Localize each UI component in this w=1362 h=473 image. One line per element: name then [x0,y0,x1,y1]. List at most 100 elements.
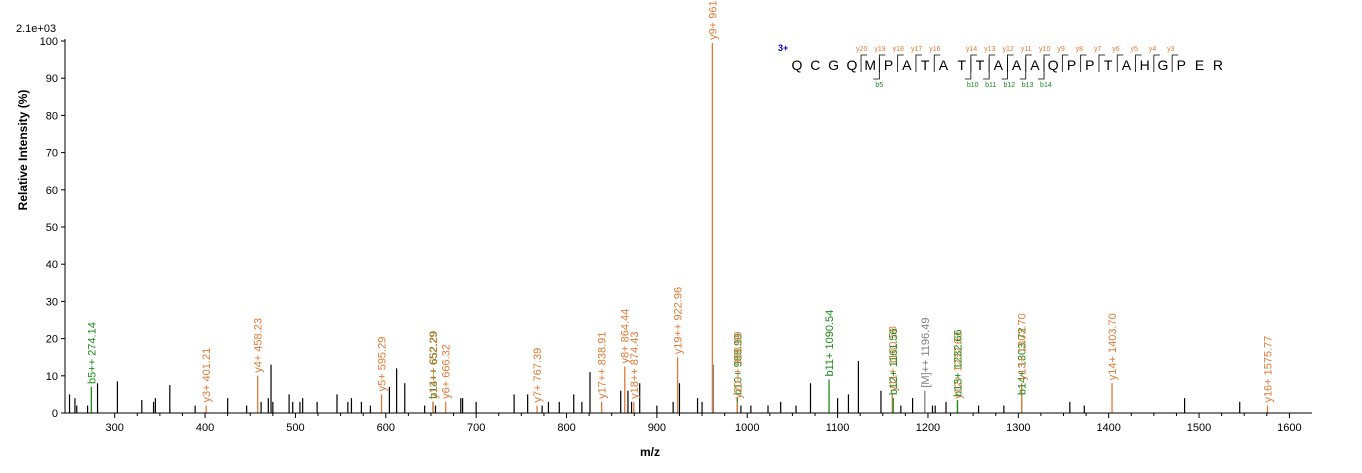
sequence-residue: H [1140,57,1150,73]
peak-label: y8+ 864.44 [620,309,632,364]
sequence-residue: Q [846,57,857,73]
peak-label: y18++ 874.43 [629,332,641,399]
b-ion-label: b13 [1022,82,1034,89]
sequence-residue: Q [792,57,803,73]
y-ion-label: y9 [1057,46,1065,53]
y-ion-label: y4 [1149,46,1157,53]
sequence-residue: Q [1048,57,1059,73]
x-tick-label: 1100 [826,422,850,434]
y-tick-label: 80 [46,110,58,122]
sequence-residue: T [976,57,985,73]
peak-label: [M]++ 1196.49 [920,318,932,388]
peak-labels-layer: b5++ 274.14 y3+ 401.21 y4+ 458.23 y5+ 595.2… [86,0,1274,403]
sequence-residue: M [864,57,876,73]
y-tick-label: 40 [46,259,58,271]
b-ion-marker [1019,58,1027,80]
x-tick-label: 600 [377,422,395,434]
sequence-residue: T [921,57,930,73]
peak-label: y13++ 652.29 [428,332,440,399]
b-ion-marker [964,58,972,80]
peak-label: b14++ 652.29 [428,331,440,399]
y-tick-label: 20 [46,334,58,346]
y-ion-label: y10 [1039,46,1050,53]
peak-label: y16+ 1575.77 [1263,336,1275,403]
b-ion-label: b12 [1003,82,1015,89]
y-ion-label: y12 [1002,46,1013,53]
y-ion-marker [1135,54,1142,72]
peak-label: y7+ 767.39 [532,348,544,403]
b-ion-label: b14 [1040,82,1052,89]
peak-label: y11+ 1160.58 [887,326,899,391]
y-ion-marker [1098,54,1105,72]
x-tick-label: 800 [557,422,575,434]
b-ion-marker [1001,58,1008,80]
sequence-residue: A [1012,57,1022,73]
y-ion-label: y14 [966,46,977,53]
peak-label: y19++ 922.96 [673,287,685,354]
peak-label: y20++ 988.99 [732,332,744,399]
sequence-residue: A [902,57,912,73]
peaks-layer [68,42,1269,413]
sequence-residue: A [939,57,949,73]
sequence-residue: P [1177,57,1186,73]
y-ion-marker [860,54,868,72]
axes-layer: 0 10 20 30 40 50 60 70 80 90 100 300 400 500 600 700 800… [40,36,1312,434]
peak-label: b11+ 1090.54 [824,310,836,377]
sequence-residue: A [994,57,1004,73]
peak-label: y3+ 401.21 [201,348,213,403]
b-ion-label: b5 [875,82,883,89]
peak-label: y5+ 595.29 [377,337,389,392]
y-tick-label: 100 [40,36,58,48]
y-ion-marker [1080,54,1087,72]
y-ion-marker [1061,54,1069,72]
x-tick-label: 1300 [1006,422,1030,434]
y-ion-label: y19 [874,46,885,53]
sequence-residue: R [1213,57,1223,73]
y-ion-label: y17 [911,46,922,53]
sequence-residue: C [810,57,820,73]
y-ion-label: y11 [1021,46,1032,53]
sequence-residue: G [828,57,839,73]
peak-label: b10+ 988.99 [732,334,744,395]
y-ion-marker [915,54,922,72]
x-tick-label: 1000 [735,422,759,434]
sequence-residue: A [1030,57,1040,73]
charge-state: 3+ [778,43,788,53]
x-tick-label: 1500 [1187,422,1211,434]
peak-label: y17++ 838.91 [597,332,609,399]
b-ion-label: b11 [985,82,996,89]
b-ion-marker [873,58,880,80]
peak-label: b5++ 274.14 [86,322,98,384]
x-tick-label: 900 [648,422,666,434]
y-ion-marker [1116,54,1124,72]
sequence-residue: E [1195,57,1204,73]
sequence-residue: P [1067,57,1076,73]
y-ion-label: y5 [1131,46,1139,53]
y-tick-label: 0 [52,408,58,420]
sequence-residue: P [884,57,893,73]
peak-label: b12+ 1161.56 [888,328,900,395]
sequence-residue: G [1158,57,1169,73]
y-ion-label: y3 [1167,46,1175,53]
y-ion-label: y8 [1076,46,1084,53]
y-tick-label: 90 [46,73,58,85]
b-ion-marker [1038,58,1045,80]
y-ion-marker [1171,54,1179,72]
sequence-residue: T [957,57,966,73]
peak-label: y6+ 666.32 [441,344,453,399]
x-tick-label: 500 [286,422,304,434]
peak-label: y13+ 1303.70 [1017,313,1029,380]
y-tick-label: 50 [46,222,58,234]
intensity-max-label: 2.1e+03 [16,23,56,35]
sequence-residue: T [1104,57,1113,73]
sequence-residue: A [1122,57,1132,73]
y-tick-label: 60 [46,185,58,197]
y-ion-label: y20 [856,46,867,53]
x-tick-label: 700 [467,422,485,434]
y-ion-marker [897,54,904,72]
y-ion-label: y7 [1094,46,1102,53]
x-tick-label: 300 [106,422,124,434]
y-tick-label: 10 [46,371,58,383]
